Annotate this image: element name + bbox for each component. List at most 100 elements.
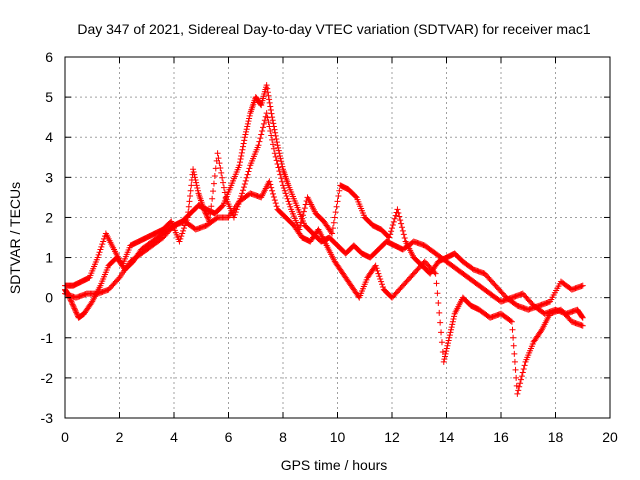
data-point-interp — [332, 209, 339, 216]
data-point-interp — [210, 188, 217, 195]
data-point-interp — [390, 218, 397, 225]
data-point-interp — [245, 118, 252, 125]
data-point — [70, 302, 77, 309]
data-point-interp — [264, 114, 271, 121]
data-point-interp — [241, 181, 248, 188]
data-point-interp — [450, 316, 457, 323]
data-point-interp — [270, 141, 277, 148]
x-tick-label: 10 — [330, 429, 346, 445]
data-point-interp — [268, 184, 275, 191]
data-point-interp — [186, 198, 193, 205]
data-point-interp — [328, 229, 335, 236]
data-point-interp — [201, 207, 208, 214]
data-point-interp — [70, 304, 77, 311]
data-point-interp — [275, 147, 282, 154]
data-point-interp — [516, 383, 523, 390]
data-point-interp — [436, 309, 443, 316]
data-point-interp — [389, 222, 396, 229]
x-tick-label: 0 — [61, 429, 69, 445]
data-point-interp — [193, 179, 200, 186]
data-point-interp — [387, 231, 394, 238]
data-point-interp — [517, 380, 524, 387]
data-point — [94, 254, 101, 261]
data-point-interp — [373, 265, 380, 272]
data-point-interp — [279, 163, 286, 170]
data-point-interp — [95, 251, 102, 258]
data-point-interp — [274, 160, 281, 167]
data-point-interp — [273, 139, 280, 146]
data-point-interp — [379, 281, 386, 288]
data-point-interp — [264, 85, 271, 92]
data-point-interp — [243, 126, 250, 133]
data-point-interp — [73, 310, 80, 317]
data-point-interp — [180, 225, 187, 232]
data-point-interp — [271, 126, 278, 133]
x-tick-label: 14 — [439, 429, 455, 445]
data-point-interp — [241, 137, 248, 144]
data-point — [230, 214, 237, 221]
x-tick-label: 4 — [170, 429, 178, 445]
data-point — [255, 142, 262, 149]
data-point-interp — [72, 308, 79, 315]
data-point-interp — [266, 123, 273, 130]
data-point-interp — [442, 350, 449, 357]
data-point-interp — [451, 313, 458, 320]
data-point-interp — [282, 190, 289, 197]
data-point-interp — [194, 185, 201, 192]
data-point-interp — [510, 342, 517, 349]
data-point-interp — [270, 193, 277, 200]
data-point-interp — [396, 213, 403, 220]
data-point-interp — [180, 227, 187, 234]
data-point — [329, 230, 336, 237]
data-point — [372, 262, 379, 269]
data-point-interp — [379, 283, 386, 290]
series-track-b — [62, 110, 586, 313]
data-point-interp — [209, 195, 216, 202]
data-point-interp — [391, 215, 398, 222]
data-point — [266, 178, 273, 185]
data-point-interp — [449, 321, 456, 328]
data-point-interp — [205, 215, 212, 222]
data-point-interp — [273, 157, 280, 164]
data-point-interp — [246, 165, 253, 172]
data-point-interp — [98, 243, 105, 250]
data-point — [271, 150, 278, 157]
data-point-interp — [441, 353, 448, 360]
data-point-interp — [268, 132, 275, 139]
data-point-interp — [401, 234, 408, 241]
y-tick-label: -2 — [41, 370, 54, 386]
data-point-interp — [273, 203, 280, 210]
data-point-interp — [374, 267, 381, 274]
data-point-interp — [438, 339, 445, 346]
data-point-interp — [266, 99, 273, 106]
data-point-interp — [260, 120, 267, 127]
data-point-interp — [397, 217, 404, 224]
data-point — [241, 134, 248, 141]
data-point-interp — [448, 326, 455, 333]
data-point-interp — [258, 131, 265, 138]
data-point-interp — [431, 269, 438, 276]
data-point-interp — [302, 201, 309, 208]
data-point-interp — [399, 227, 406, 234]
data-point-interp — [96, 249, 103, 256]
data-point-interp — [448, 324, 455, 331]
data-point-interp — [279, 178, 286, 185]
data-point — [579, 314, 586, 321]
y-tick-label: -1 — [41, 330, 54, 346]
data-point-interp — [256, 138, 263, 145]
data-point — [579, 322, 586, 329]
data-point-interp — [298, 219, 305, 226]
data-point-interp — [185, 209, 192, 216]
data-point-interp — [261, 117, 268, 124]
data-point-interp — [447, 329, 454, 336]
data-point-interp — [509, 326, 516, 333]
data-point-interp — [511, 358, 518, 365]
x-tick-label: 8 — [279, 429, 287, 445]
data-point-interp — [434, 290, 441, 297]
data-point-interp — [220, 179, 227, 186]
x-tick-label: 2 — [116, 429, 124, 445]
x-tick-label: 18 — [548, 429, 564, 445]
data-point-interp — [449, 318, 456, 325]
y-tick-label: 2 — [45, 209, 53, 225]
data-point-interp — [287, 203, 294, 210]
